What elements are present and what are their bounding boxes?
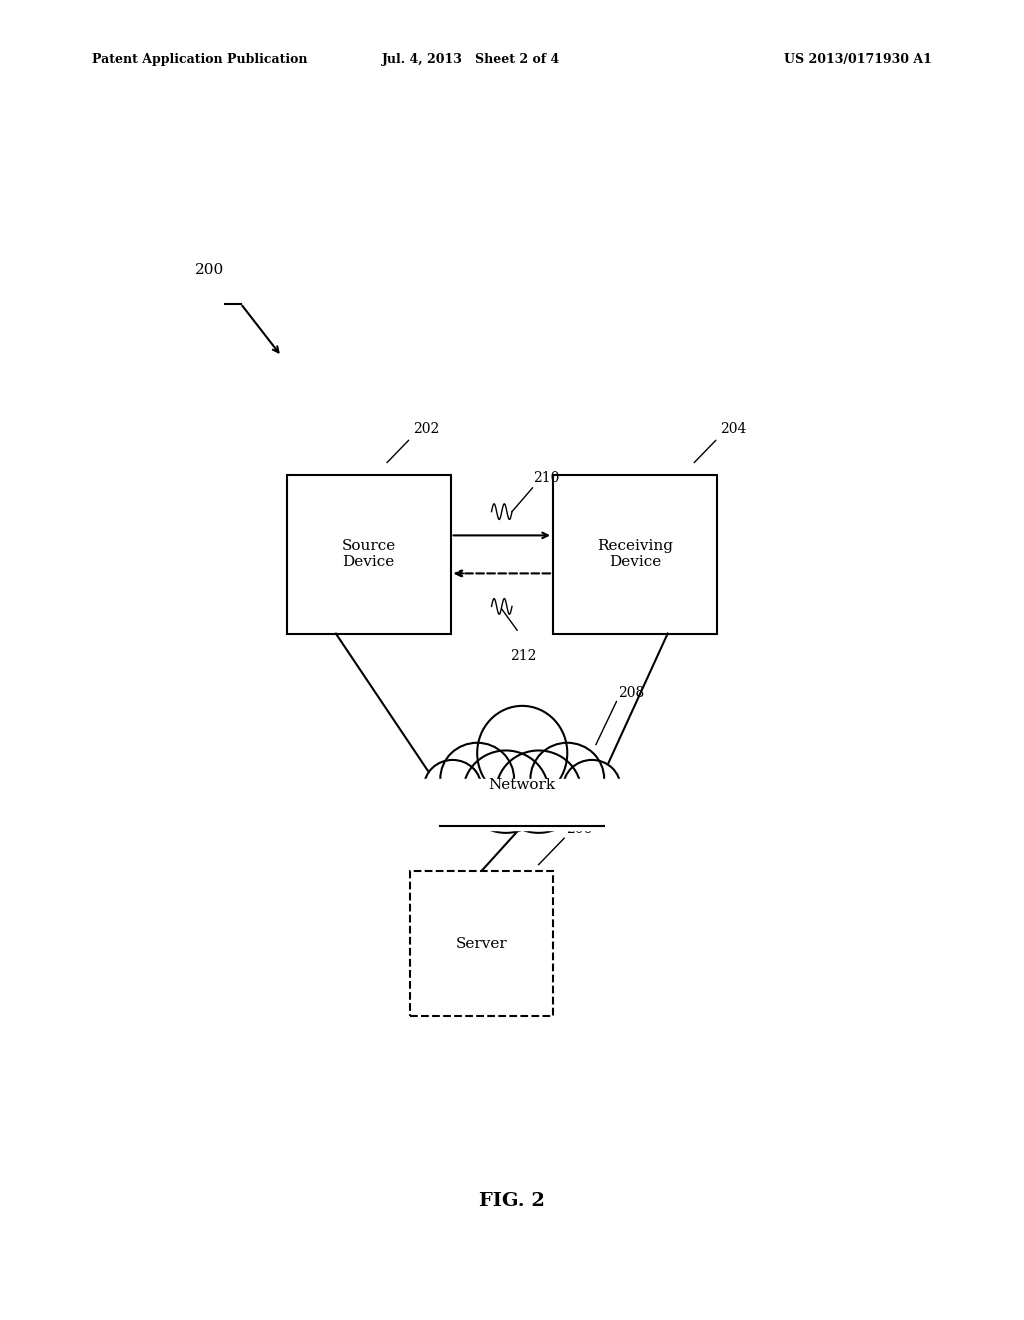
Ellipse shape <box>424 760 481 814</box>
Text: FIG. 2: FIG. 2 <box>479 1192 545 1210</box>
Bar <box>420 779 625 830</box>
Text: Source
Device: Source Device <box>342 540 395 569</box>
Ellipse shape <box>440 743 514 814</box>
Ellipse shape <box>563 760 621 814</box>
Text: 200: 200 <box>195 263 224 277</box>
Text: Receiving
Device: Receiving Device <box>597 540 673 569</box>
Text: 212: 212 <box>510 648 537 663</box>
FancyBboxPatch shape <box>287 475 451 634</box>
Text: 204: 204 <box>720 421 746 436</box>
Text: Server: Server <box>456 937 507 950</box>
FancyBboxPatch shape <box>410 871 553 1016</box>
Ellipse shape <box>463 751 549 833</box>
Ellipse shape <box>530 743 604 814</box>
Text: 206: 206 <box>566 821 593 836</box>
Ellipse shape <box>477 706 567 800</box>
Text: Jul. 4, 2013   Sheet 2 of 4: Jul. 4, 2013 Sheet 2 of 4 <box>382 53 560 66</box>
FancyBboxPatch shape <box>553 475 717 634</box>
Ellipse shape <box>496 751 582 833</box>
Text: 202: 202 <box>413 421 439 436</box>
Text: 210: 210 <box>534 471 560 486</box>
Text: 208: 208 <box>618 686 644 700</box>
Text: Patent Application Publication: Patent Application Publication <box>92 53 307 66</box>
Text: Network: Network <box>488 779 556 792</box>
Text: US 2013/0171930 A1: US 2013/0171930 A1 <box>784 53 932 66</box>
